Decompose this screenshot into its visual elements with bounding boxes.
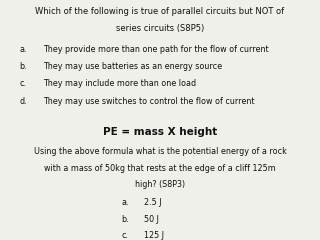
- Text: a.: a.: [19, 45, 27, 54]
- Text: Using the above formula what is the potential energy of a rock: Using the above formula what is the pote…: [34, 147, 286, 156]
- Text: They may use batteries as an energy source: They may use batteries as an energy sour…: [43, 62, 222, 71]
- Text: b.: b.: [19, 62, 27, 71]
- Text: 50 J: 50 J: [144, 215, 159, 224]
- Text: d.: d.: [19, 97, 27, 106]
- Text: They may include more than one load: They may include more than one load: [43, 79, 196, 88]
- Text: PE = mass X height: PE = mass X height: [103, 127, 217, 137]
- Text: 125 J: 125 J: [144, 231, 164, 240]
- Text: with a mass of 50kg that rests at the edge of a cliff 125m: with a mass of 50kg that rests at the ed…: [44, 164, 276, 173]
- Text: b.: b.: [122, 215, 129, 224]
- Text: They may use switches to control the flow of current: They may use switches to control the flo…: [43, 97, 255, 106]
- Text: high? (S8P3): high? (S8P3): [135, 180, 185, 189]
- Text: c.: c.: [122, 231, 129, 240]
- Text: They provide more than one path for the flow of current: They provide more than one path for the …: [43, 45, 269, 54]
- Text: 2.5 J: 2.5 J: [144, 198, 162, 207]
- Text: Which of the following is true of parallel circuits but NOT of: Which of the following is true of parall…: [36, 7, 284, 16]
- Text: a.: a.: [122, 198, 129, 207]
- Text: c.: c.: [19, 79, 26, 88]
- Text: series circuits (S8P5): series circuits (S8P5): [116, 24, 204, 33]
